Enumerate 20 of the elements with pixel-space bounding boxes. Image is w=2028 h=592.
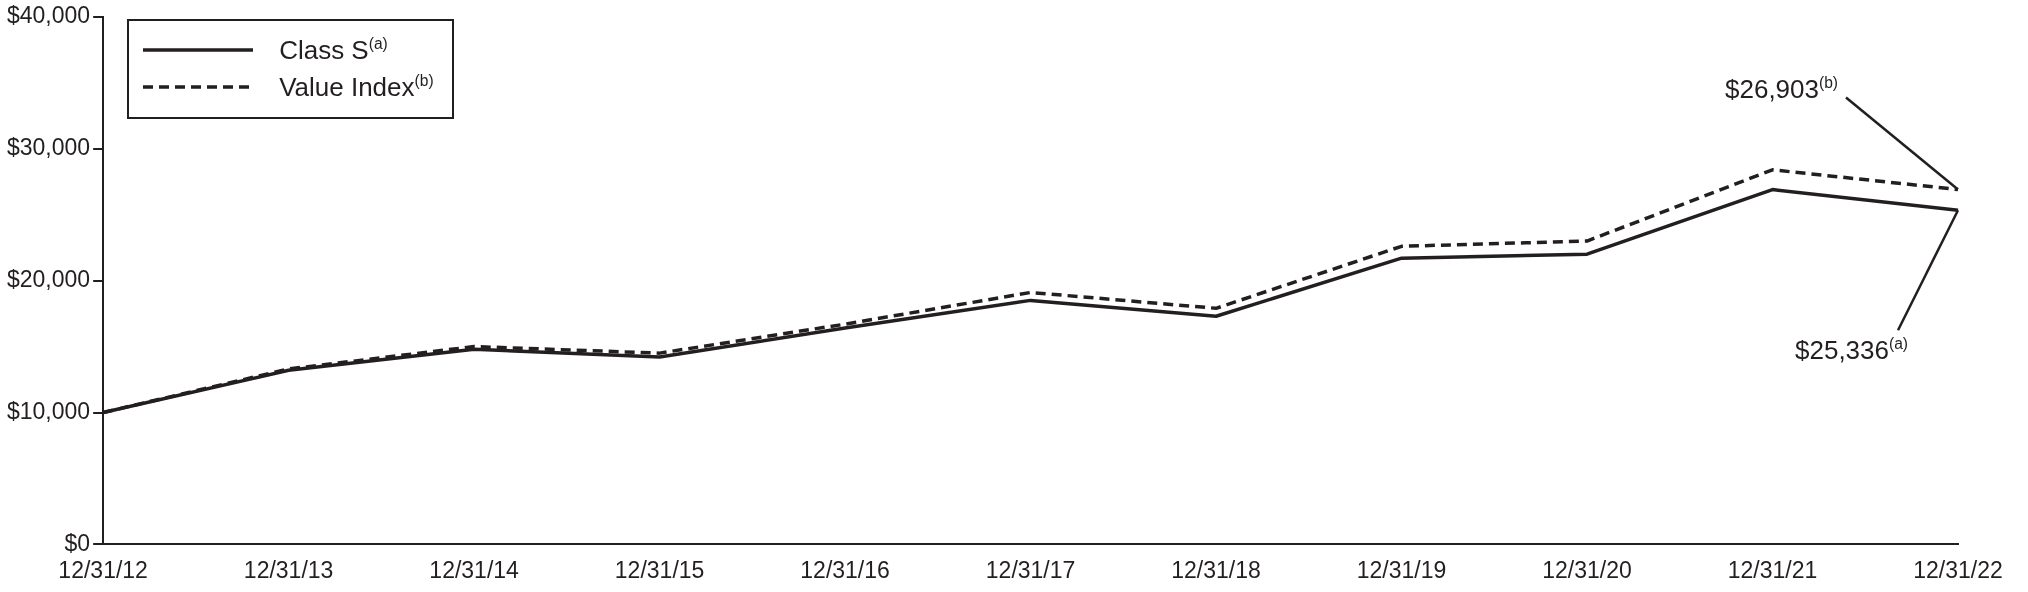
y-tick-label: $30,000 xyxy=(7,134,91,161)
y-tick-label: $10,000 xyxy=(7,397,91,424)
x-tick-label: 12/31/20 xyxy=(1542,556,1632,583)
x-tick-label: 12/31/13 xyxy=(243,556,334,583)
y-tick-label: $40,000 xyxy=(7,2,91,29)
y-tick-label: $0 xyxy=(64,529,91,556)
x-tick-label: 12/31/14 xyxy=(429,556,520,583)
x-tick-label: 12/31/17 xyxy=(985,556,1076,583)
annotation: $26,903$^{(b)}$ xyxy=(1725,74,1839,106)
x-tick-label: 12/31/15 xyxy=(614,556,705,583)
legend-label: Class S$^{(a)}$ xyxy=(279,34,388,66)
legend-label: Value Index$^{(b)}$ xyxy=(279,71,434,103)
x-tick-label: 12/31/22 xyxy=(1913,556,2003,583)
x-tick-label: 12/31/19 xyxy=(1356,556,1447,583)
x-tick-label: 12/31/21 xyxy=(1727,556,1818,583)
x-tick-label: 12/31/12 xyxy=(58,556,148,583)
y-tick-label: $20,000 xyxy=(7,265,91,292)
x-tick-label: 12/31/18 xyxy=(1171,556,1261,583)
x-tick-label: 12/31/16 xyxy=(800,556,890,583)
annotation: $25,336$^{(a)}$ xyxy=(1795,335,1909,367)
